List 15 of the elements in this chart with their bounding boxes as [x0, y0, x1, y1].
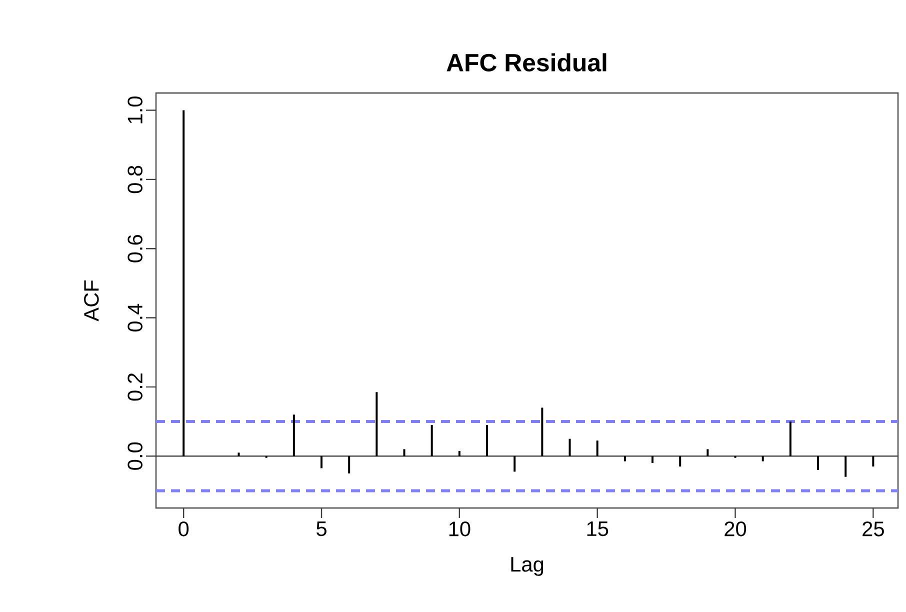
x-tick-label: 5: [316, 522, 326, 536]
y-tick-label: 0.8: [128, 166, 142, 194]
x-tick-label: 10: [449, 522, 470, 536]
x-tick-label: 25: [862, 522, 884, 536]
x-tick-label: 15: [587, 522, 608, 536]
x-axis-title: Lag: [511, 557, 544, 576]
x-tick-label: 20: [724, 522, 746, 536]
y-tick-label: 0.2: [128, 373, 142, 401]
chart-title: AFC Residual: [446, 53, 606, 72]
x-tick-label: 0: [178, 522, 189, 536]
y-tick-label: 0.6: [128, 234, 142, 262]
y-tick-label: 0.0: [128, 442, 142, 470]
y-tick-label: 0.4: [128, 304, 142, 332]
y-tick-label: 1.0: [128, 96, 142, 124]
y-axis-title: ACF: [84, 280, 99, 322]
